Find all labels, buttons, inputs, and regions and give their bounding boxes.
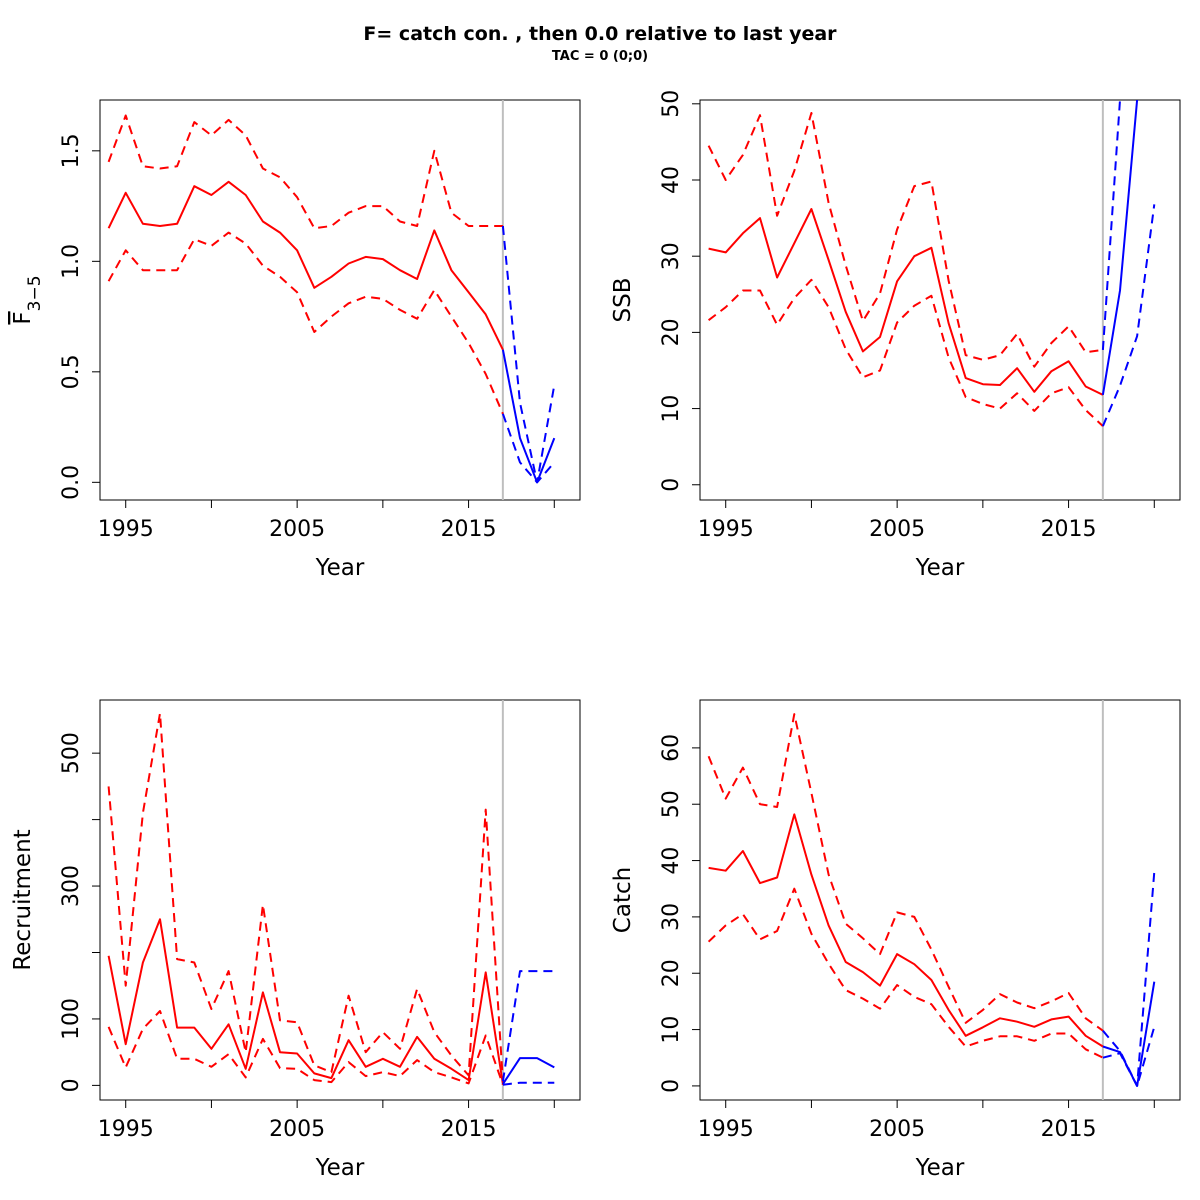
series-history-lower: [107, 231, 504, 415]
series-forecast-lower: [502, 1081, 555, 1086]
x-tick-label: 2015: [441, 1117, 497, 1142]
y-tick-label: 20: [659, 959, 684, 987]
x-tick-label: 2015: [441, 517, 497, 542]
y-tick-label: 1.5: [59, 133, 84, 168]
series-forecast-lower: [501, 413, 556, 484]
x-tick-label: 2005: [869, 1117, 925, 1142]
series-history-upper: [707, 713, 1104, 1032]
y-tick-label: 60: [659, 734, 684, 762]
series-group: [707, 100, 1156, 427]
series-forecast-estimate: [501, 349, 556, 484]
series-group: [107, 712, 555, 1086]
x-tick-label: 2005: [269, 1117, 325, 1142]
x-tick-label: 2005: [869, 517, 925, 542]
panel-f35: 1995 2005 2015 0.0 0.5 1.0 1.5 Year F3−5: [10, 99, 581, 581]
y-tick-label: 50: [659, 790, 684, 818]
series-history-lower: [707, 278, 1104, 427]
y-tick-label: 30: [659, 242, 684, 270]
series-group: [707, 713, 1156, 1087]
x-axis-label: Year: [315, 555, 365, 581]
y-axis-label: SSB: [610, 278, 636, 323]
y-tick-label: 40: [659, 847, 684, 875]
y-tick-label: 50: [659, 90, 684, 118]
panel-ssb: 1995 2005 2015 0 10 20 30 40 50 Year SSB: [610, 90, 1181, 581]
y-axis-label: Catch: [610, 867, 636, 933]
series-history-upper: [707, 112, 1104, 368]
y-tick-label: 30: [659, 903, 684, 931]
series-history-upper: [107, 712, 504, 1082]
series-forecast-lower: [1101, 204, 1156, 427]
x-axis-label: Year: [315, 1155, 365, 1181]
figure-title: F= catch con. , then 0.0 relative to las…: [363, 23, 837, 45]
plot-frame: [699, 699, 1181, 1101]
series-forecast-upper: [1101, 100, 1122, 350]
x-tick-label: 2015: [1041, 1117, 1097, 1142]
plot-frame: [99, 699, 581, 1101]
series-forecast-upper: [501, 970, 555, 1082]
series-history-lower: [707, 887, 1104, 1059]
series-history-upper: [107, 114, 503, 230]
x-tick-label: 2015: [1041, 517, 1097, 542]
series-forecast-estimate: [1101, 100, 1139, 396]
y-axis-label: F3−5: [10, 275, 45, 324]
y-tick-label: 100: [59, 998, 84, 1040]
series-forecast-upper: [501, 225, 556, 484]
y-tick-label: 500: [59, 732, 84, 774]
y-tick-label: 300: [59, 865, 84, 907]
series-forecast-estimate: [502, 1057, 555, 1085]
y-tick-label: 0.0: [59, 465, 84, 500]
y-axis-label: Recruitment: [10, 829, 36, 970]
series-history-estimate: [107, 180, 504, 351]
y-tick-label: 0: [659, 1079, 684, 1093]
panel-catch: 1995 2005 2015 0 10 20 30 40 50 60 Year Catch: [610, 699, 1181, 1181]
series-forecast-lower: [1102, 1026, 1156, 1087]
series-history-lower: [107, 1010, 504, 1086]
series-history-estimate: [708, 813, 1104, 1048]
y-tick-label: 0.5: [59, 354, 84, 389]
series-history-estimate: [107, 918, 504, 1085]
y-tick-label: 10: [659, 395, 684, 423]
x-axis-label: Year: [915, 555, 965, 581]
series-group: [107, 114, 556, 484]
y-tick-label: 0: [59, 1078, 84, 1092]
y-tick-label: 1.0: [59, 244, 84, 279]
y-tick-label: 40: [659, 166, 684, 194]
panel-recruitment: 1995 2005 2015 0 100 300 500 Year Recruitment: [10, 699, 581, 1181]
y-axis-label-main: F: [10, 311, 36, 324]
series-forecast-upper: [1102, 871, 1156, 1087]
x-tick-label: 1995: [98, 1117, 154, 1142]
y-tick-label: 20: [659, 318, 684, 346]
x-tick-label: 1995: [98, 517, 154, 542]
plot-frame: [99, 99, 581, 501]
figure-subtitle: TAC = 0 (0;0): [552, 49, 648, 64]
x-tick-label: 1995: [698, 1117, 754, 1142]
y-tick-label: 0: [659, 478, 684, 492]
x-tick-label: 1995: [698, 517, 754, 542]
y-tick-label: 10: [659, 1016, 684, 1044]
series-history-estimate: [708, 208, 1104, 396]
y-axis-label-sub: 3−5: [25, 275, 45, 311]
plot-frame: [699, 99, 1181, 501]
x-axis-label: Year: [915, 1155, 965, 1181]
x-tick-label: 2005: [269, 517, 325, 542]
